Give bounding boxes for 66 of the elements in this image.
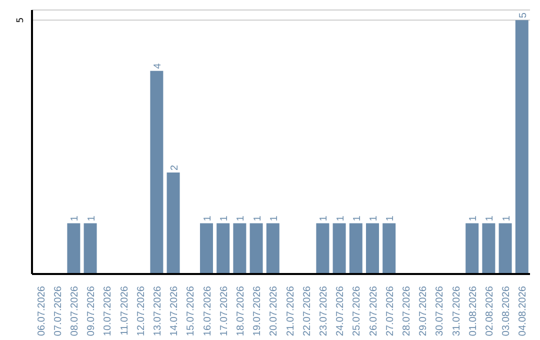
bar (498, 223, 512, 274)
data-label: 1 (236, 215, 247, 222)
bar (349, 223, 362, 274)
data-label: 1 (252, 215, 264, 222)
x-tick-label: 19.07.2026 (252, 286, 264, 336)
data-label: 1 (318, 215, 330, 222)
x-tick-label: 30.07.2026 (434, 286, 446, 336)
bar (84, 223, 97, 274)
data-label: 1 (352, 215, 363, 222)
x-tick-label: 14.07.2026 (169, 286, 180, 336)
data-label: 1 (86, 215, 98, 222)
data-label: 1 (70, 215, 81, 222)
bar (150, 70, 164, 274)
x-tick-label: 18.07.2026 (236, 286, 246, 336)
x-tick-label: 26.07.2026 (368, 286, 380, 336)
x-tick-label: 21.07.2026 (285, 286, 296, 336)
data-label: 2 (169, 164, 180, 170)
x-tick-label: 01.08.2026 (468, 286, 479, 336)
data-label: 1 (484, 215, 496, 222)
bar (266, 223, 280, 274)
data-label: 1 (501, 215, 512, 222)
x-tick-label: 16.07.2026 (202, 286, 214, 336)
bar (466, 223, 479, 274)
data-label: 1 (368, 215, 380, 222)
x-tick-label: 29.07.2026 (418, 286, 430, 336)
x-tick-label: 07.07.2026 (52, 286, 64, 336)
x-tick-label: 17.07.2026 (218, 286, 230, 336)
data-label: 1 (268, 215, 280, 222)
data-label: 1 (219, 215, 230, 222)
bar (166, 172, 180, 274)
bar (216, 223, 230, 274)
x-tick-label: 06.07.2026 (36, 286, 48, 336)
data-label: 1 (468, 215, 480, 222)
x-tick-label: 13.07.2026 (152, 286, 164, 336)
x-tick-label: 03.08.2026 (501, 286, 512, 336)
data-label: 4 (152, 62, 164, 69)
x-tick-label: 31.07.2026 (451, 286, 462, 336)
x-tick-label: 12.07.2026 (136, 286, 147, 336)
x-tick-label: 22.07.2026 (302, 286, 313, 336)
bar (482, 223, 496, 274)
x-tick-label: 24.07.2026 (335, 286, 346, 336)
x-tick-label: 11.07.2026 (119, 286, 130, 336)
x-tick-label: 20.07.2026 (268, 286, 280, 336)
x-tick-label: 10.07.2026 (102, 286, 114, 336)
bar (382, 223, 396, 274)
x-tick-label: 23.07.2026 (318, 286, 330, 336)
x-tick-label: 25.07.2026 (352, 286, 363, 336)
data-label: 1 (202, 215, 214, 222)
x-tick-label: 08.07.2026 (70, 286, 80, 336)
bar (67, 223, 80, 274)
bar (200, 223, 213, 274)
bar (316, 223, 330, 274)
x-tick-label: 04.08.2026 (518, 286, 529, 336)
bar (515, 20, 528, 274)
x-tick-label: 27.07.2026 (384, 286, 396, 336)
data-label: 1 (385, 215, 396, 222)
x-tick-label: 02.08.2026 (484, 286, 496, 336)
bar (250, 223, 263, 274)
x-tick-label: 09.07.2026 (86, 286, 98, 336)
bar (332, 223, 346, 274)
x-tick-label: 15.07.2026 (186, 286, 197, 336)
bar (233, 223, 246, 274)
data-label: 5 (518, 12, 529, 18)
data-label: 1 (335, 215, 346, 222)
bar (366, 223, 379, 274)
x-tick-label: 28.07.2026 (402, 286, 412, 336)
